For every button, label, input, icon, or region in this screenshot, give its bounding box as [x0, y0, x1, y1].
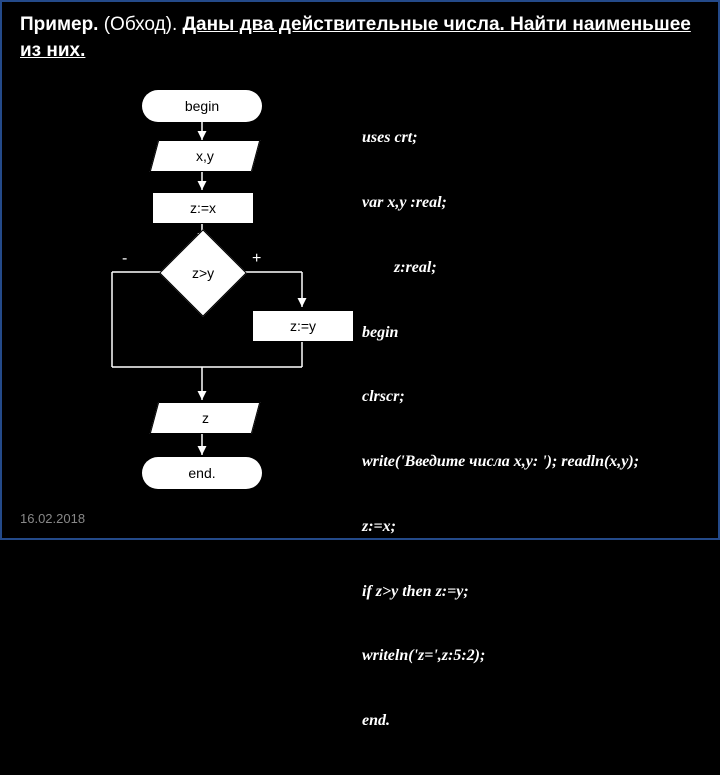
- flow-assign2: z:=y: [252, 310, 354, 342]
- code-line: begin: [362, 322, 639, 344]
- label-plus: +: [252, 250, 261, 268]
- flow-assign1: z:=x: [152, 192, 254, 224]
- code-line: z:=x;: [362, 516, 639, 538]
- flow-begin: begin: [142, 90, 262, 122]
- title-prefix: Пример.: [20, 14, 98, 35]
- footer-date: 16.02.2018: [20, 511, 85, 526]
- flow-output: z: [150, 402, 261, 434]
- title-mid: (Обход).: [104, 14, 178, 35]
- code-line: clrscr;: [362, 386, 639, 408]
- slide: Пример. (Обход). Даны два действительные…: [0, 0, 720, 540]
- code-line: var x,y :real;: [362, 192, 639, 214]
- code-block: uses crt; var x,y :real; z:real; begin c…: [362, 84, 639, 775]
- slide-title: Пример. (Обход). Даны два действительные…: [2, 2, 718, 63]
- label-minus: -: [122, 250, 127, 268]
- code-line: uses crt;: [362, 127, 639, 149]
- code-line: writeln('z=',z:5:2);: [362, 645, 639, 667]
- code-line: write('Введите числа x,y: '); readln(x,y…: [362, 451, 639, 473]
- flowchart: begin x,y z:=x z>y z:=y z end. + -: [62, 82, 392, 502]
- code-line: end.: [362, 710, 639, 732]
- flow-end: end.: [142, 457, 262, 489]
- code-line: if z>y then z:=y;: [362, 581, 639, 603]
- code-line: z:real;: [362, 257, 639, 279]
- flow-input: x,y: [150, 140, 261, 172]
